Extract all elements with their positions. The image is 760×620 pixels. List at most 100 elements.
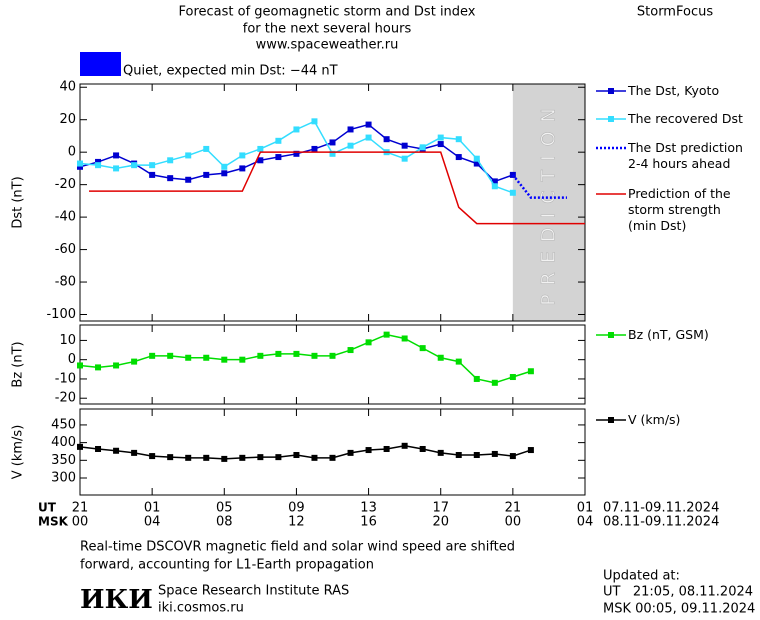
data-point bbox=[149, 352, 156, 359]
data-point bbox=[203, 354, 210, 361]
data-point bbox=[365, 121, 372, 128]
x-range-label: 08.11-09.11.2024 bbox=[603, 515, 719, 530]
data-point bbox=[167, 352, 174, 359]
data-point bbox=[95, 445, 102, 452]
data-point bbox=[203, 454, 210, 461]
series-line bbox=[511, 174, 567, 199]
data-point bbox=[185, 152, 192, 159]
data-point bbox=[437, 354, 444, 361]
x-tick-label: 20 bbox=[432, 515, 449, 530]
data-point bbox=[239, 454, 246, 461]
data-point bbox=[419, 144, 426, 151]
data-point bbox=[221, 170, 228, 177]
footer-note: forward, accounting for L1-Earth propaga… bbox=[80, 558, 374, 573]
series-line bbox=[89, 151, 585, 225]
data-point bbox=[275, 454, 282, 461]
data-point bbox=[401, 142, 408, 149]
title-line: Forecast of geomagnetic storm and Dst in… bbox=[178, 5, 475, 20]
x-tick-label: 21 bbox=[505, 501, 522, 516]
data-point bbox=[527, 447, 534, 454]
x-tick-label: 00 bbox=[505, 515, 522, 530]
y-axis-label: Bz (nT) bbox=[11, 341, 26, 387]
legend-marker bbox=[608, 116, 614, 122]
data-point bbox=[149, 171, 156, 178]
plot-frame bbox=[79, 324, 586, 405]
data-point bbox=[131, 449, 138, 456]
y-tick-label: 400 bbox=[51, 435, 76, 450]
data-point bbox=[491, 183, 498, 190]
y-tick-label: 300 bbox=[51, 471, 76, 486]
x-tick-label: 05 bbox=[216, 501, 233, 516]
logo: ИКИ bbox=[80, 585, 153, 615]
data-point bbox=[257, 352, 264, 359]
legend-label: The Dst prediction 2-4 hours ahead bbox=[628, 140, 743, 171]
updated-msk: MSK 00:05, 09.11.2024 bbox=[603, 602, 755, 617]
y-tick-label: 40 bbox=[59, 80, 76, 95]
data-point bbox=[491, 450, 498, 457]
y-tick-label: -20 bbox=[55, 177, 76, 192]
data-point bbox=[347, 449, 354, 456]
legend-label: The Dst, Kyoto bbox=[628, 83, 720, 98]
x-tick-label: 17 bbox=[432, 501, 449, 516]
data-point bbox=[473, 160, 480, 167]
data-point bbox=[239, 165, 246, 172]
data-point bbox=[167, 175, 174, 182]
data-point bbox=[473, 375, 480, 382]
data-point bbox=[365, 447, 372, 454]
x-tick-label: 21 bbox=[72, 501, 89, 516]
data-point bbox=[437, 449, 444, 456]
x-tick-label: 13 bbox=[360, 501, 377, 516]
data-point bbox=[95, 162, 102, 169]
data-point bbox=[185, 454, 192, 461]
y-axis-label: V (km/s) bbox=[11, 425, 26, 480]
y-tick-label: -80 bbox=[55, 275, 76, 290]
data-point bbox=[365, 134, 372, 141]
data-point bbox=[329, 139, 336, 146]
data-point bbox=[365, 339, 372, 346]
data-point bbox=[527, 368, 534, 375]
data-point bbox=[95, 158, 102, 165]
brand: StormFocus bbox=[637, 5, 713, 20]
data-point bbox=[491, 178, 498, 185]
data-point bbox=[275, 154, 282, 161]
title-line: for the next several hours bbox=[243, 22, 412, 37]
y-tick-label: 450 bbox=[51, 417, 76, 432]
y-tick-label: -10 bbox=[55, 371, 76, 386]
data-point bbox=[491, 379, 498, 386]
series-line bbox=[79, 445, 532, 460]
data-point bbox=[455, 154, 462, 161]
data-point bbox=[509, 453, 516, 460]
data-point bbox=[437, 141, 444, 148]
data-point bbox=[77, 160, 83, 167]
institute: Space Research Institute RAS bbox=[158, 584, 349, 599]
footer-note: Real-time DSCOVR magnetic field and sola… bbox=[80, 540, 515, 555]
x-tick-label: 01 bbox=[577, 501, 594, 516]
data-point bbox=[455, 452, 462, 459]
y-tick-label: 20 bbox=[59, 112, 76, 127]
series-line bbox=[79, 333, 532, 384]
data-point bbox=[437, 134, 444, 141]
plot-frame bbox=[79, 83, 586, 322]
y-tick-label: -40 bbox=[55, 210, 76, 225]
updated-ut: UT 21:05, 08.11.2024 bbox=[603, 585, 753, 600]
data-point bbox=[347, 347, 354, 354]
data-point bbox=[329, 352, 336, 359]
y-axis-label: Dst (nT) bbox=[11, 176, 26, 228]
data-point bbox=[77, 443, 83, 450]
legend-marker bbox=[608, 417, 614, 423]
data-point bbox=[275, 137, 282, 144]
data-point bbox=[131, 162, 138, 169]
y-tick-label: -20 bbox=[55, 391, 76, 406]
data-point bbox=[275, 350, 282, 357]
prediction-label: PREDICTION bbox=[537, 99, 559, 306]
data-point bbox=[131, 358, 138, 365]
data-point bbox=[113, 447, 120, 454]
data-point bbox=[203, 171, 210, 178]
y-tick-label: 350 bbox=[51, 453, 76, 468]
status-text: Quiet, expected min Dst: −44 nT bbox=[123, 64, 338, 79]
x-tick-label: 00 bbox=[72, 515, 89, 530]
x-tick-label: 09 bbox=[288, 501, 305, 516]
y-tick-label: -60 bbox=[55, 242, 76, 257]
data-point bbox=[509, 374, 516, 381]
